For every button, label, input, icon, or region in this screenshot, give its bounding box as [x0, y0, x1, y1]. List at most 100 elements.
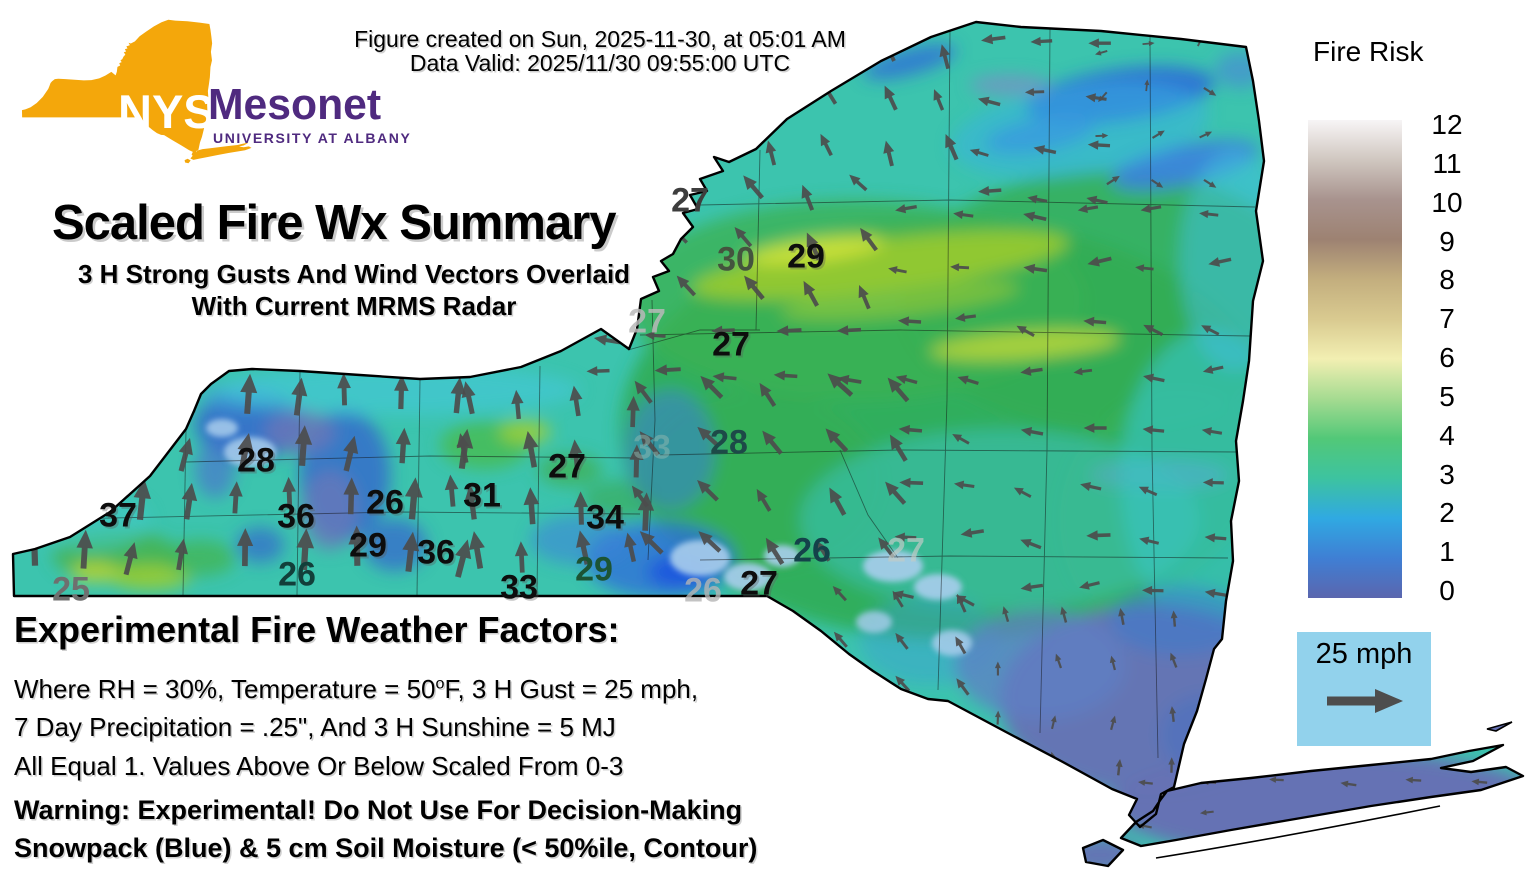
- gust-label: 27: [740, 564, 778, 603]
- wind-arrow-icon: [1199, 131, 1213, 139]
- wind-arrow-icon: [654, 364, 681, 376]
- wind-arrow-icon: [456, 433, 470, 464]
- footer-line-3: All Equal 1. Values Above Or Below Scale…: [14, 751, 624, 781]
- wind-arrow-icon: [1110, 715, 1117, 731]
- wind-arrow-icon: [697, 426, 721, 448]
- gust-label: 29: [575, 550, 613, 589]
- wind-arrow-icon: [1083, 423, 1107, 433]
- fire-risk-tick-9: 9: [1439, 225, 1455, 257]
- wind-arrow-icon: [734, 227, 753, 248]
- fire-risk-tick-6: 6: [1439, 342, 1455, 373]
- wind-arrow-icon: [1138, 486, 1158, 497]
- wind-arrow-icon: [229, 481, 243, 514]
- wind-arrow-icon: [1199, 210, 1219, 219]
- gust-label: 27: [671, 181, 709, 220]
- wind-arrow-icon: [624, 532, 637, 563]
- wind-arrow-icon: [898, 424, 923, 435]
- wind-arrow-icon: [1080, 482, 1102, 491]
- wind-arrow-icon: [712, 372, 737, 383]
- wind-arrow-icon: [1169, 706, 1177, 722]
- wind-arrow-icon: [1083, 316, 1107, 327]
- wind-arrow-icon: [1208, 257, 1232, 267]
- wind-arrow-icon: [1138, 779, 1153, 786]
- wind-arrow-icon: [765, 140, 777, 166]
- wind-arrow-icon: [237, 432, 254, 471]
- wind-arrow-icon: [395, 427, 411, 464]
- footer-warning-1: Warning: Experimental! Do Not Use For De…: [14, 795, 743, 825]
- wind-arrow-icon: [1013, 487, 1032, 498]
- wind-speed-legend: 25 mph: [1297, 632, 1431, 746]
- wind-arrow-icon: [1020, 539, 1042, 550]
- wind-arrow-icon: [1020, 426, 1044, 437]
- wind-arrow-icon: [895, 632, 909, 650]
- wind-arrow-icon: [240, 373, 258, 415]
- fire-risk-tick-0: 0: [1439, 575, 1455, 606]
- logo-mesonet-text: Mesonet: [208, 80, 382, 129]
- wind-arrow-icon: [1060, 606, 1068, 623]
- footer-line-1: Where RH = 30%, Temperature = 50oF, 3 H …: [14, 674, 698, 705]
- wind-legend-label: 25 mph: [1315, 638, 1413, 670]
- wind-arrow-icon: [573, 491, 589, 525]
- wind-arrow-icon: [291, 377, 308, 416]
- footer-heading: Experimental Fire Weather Factors:: [14, 609, 620, 650]
- wind-arrow-icon: [343, 477, 360, 515]
- wind-arrow-icon: [849, 174, 868, 192]
- wind-arrow-icon: [1405, 776, 1422, 784]
- fire-risk-tick-3: 3: [1439, 458, 1455, 490]
- wind-arrow-icon: [1086, 195, 1108, 205]
- wind-arrow-icon: [1095, 50, 1108, 56]
- wind-arrow-icon: [569, 385, 583, 417]
- wind-arrow-icon: [743, 175, 764, 200]
- wind-arrow-icon: [1024, 87, 1045, 97]
- wind-arrow-icon: [858, 284, 871, 310]
- wind-arrow-icon: [455, 539, 472, 578]
- wind-arrow-icon: [1204, 588, 1227, 598]
- fire-risk-legend-title: Fire Risk: [1313, 36, 1424, 67]
- wind-arrow-icon: [1086, 530, 1111, 541]
- wind-arrow-icon: [1023, 263, 1048, 274]
- wind-arrow-icon: [123, 542, 138, 576]
- wind-arrow-icon: [939, 44, 950, 70]
- wind-arrow-icon: [1050, 715, 1057, 730]
- wind-arrow-icon: [1020, 582, 1044, 592]
- wind-arrow-icon: [1118, 607, 1126, 626]
- wind-arrow-icon: [639, 431, 661, 457]
- wind-arrow-icon: [950, 263, 970, 272]
- wind-arrow-icon: [461, 381, 476, 415]
- wind-arrow-icon: [803, 280, 819, 307]
- wind-arrow-icon: [978, 186, 1002, 196]
- wind-arrow-icon: [1077, 204, 1099, 214]
- gust-label: 31: [463, 476, 501, 515]
- gust-label: 27: [628, 302, 666, 341]
- wind-arrow-icon: [1143, 324, 1164, 337]
- wind-arrow-icon: [1144, 79, 1150, 92]
- wind-arrow-icon: [955, 313, 977, 322]
- wind-arrow-icon: [1340, 780, 1357, 788]
- wind-arrow-icon: [832, 585, 847, 602]
- gust-label: 28: [710, 423, 748, 462]
- wind-arrow-icon: [827, 373, 854, 397]
- wind-arrow-icon: [697, 480, 719, 502]
- wind-arrow-icon: [756, 488, 772, 512]
- wind-arrow-icon: [801, 184, 815, 211]
- wind-arrow-icon: [960, 527, 985, 538]
- wind-arrow-icon: [977, 96, 1001, 107]
- wind-arrow-icon: [957, 375, 979, 385]
- fire-risk-tick-12: 12: [1431, 109, 1463, 140]
- wind-arrow-icon: [1203, 86, 1217, 96]
- wind-arrow-icon: [883, 140, 895, 167]
- wind-arrow-icon: [1073, 367, 1093, 376]
- wind-arrow-icon: [296, 528, 315, 571]
- footer-line-1-post: F, 3 H Gust = 25 mph,: [444, 674, 699, 704]
- wind-arrow-icon: [343, 435, 359, 472]
- wind-arrow-icon: [969, 148, 989, 157]
- footer-line-2: 7 Day Precipitation = .25", And 3 H Suns…: [14, 712, 616, 742]
- wind-arrow-icon: [629, 444, 644, 478]
- wind-arrow-icon: [511, 389, 524, 420]
- wind-arrow-icon: [569, 439, 583, 470]
- wind-arrow-icon: [133, 478, 151, 521]
- gust-label: 34: [586, 498, 624, 537]
- wind-arrow-icon: [1140, 204, 1162, 214]
